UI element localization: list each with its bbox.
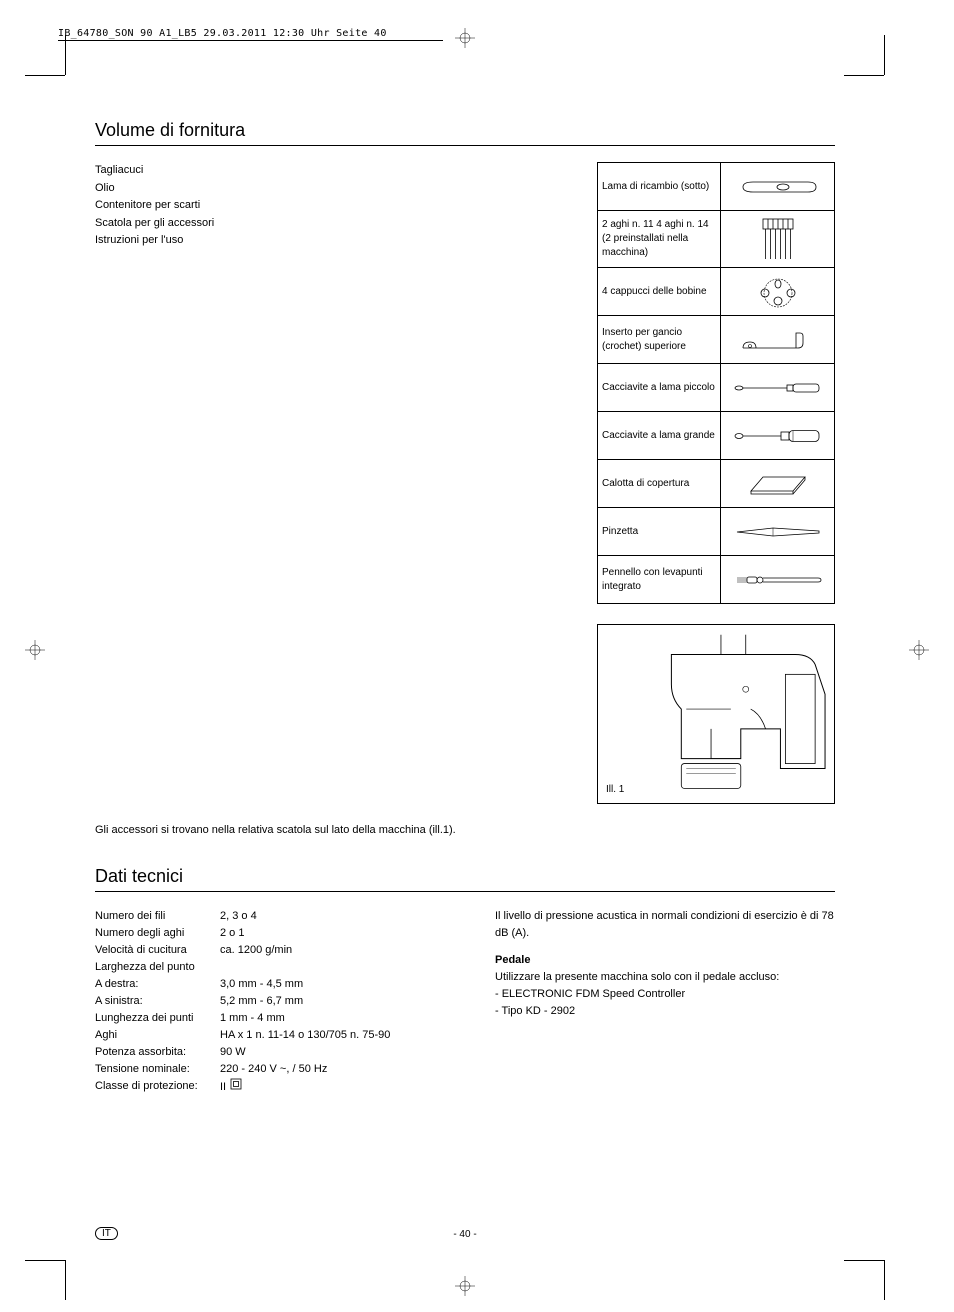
registration-mark-icon bbox=[455, 28, 475, 48]
acoustic-note: Il livello di pressione acustica in norm… bbox=[495, 908, 835, 942]
class-ii-icon bbox=[230, 1078, 242, 1096]
supply-item: Tagliacuci bbox=[95, 162, 577, 180]
pedal-line: - Tipo KD - 2902 bbox=[495, 1003, 835, 1020]
crop-mark bbox=[884, 35, 885, 75]
accessory-label: Pennello con levapunti integrato bbox=[598, 556, 721, 604]
accessory-label: Lama di ricambio (sotto) bbox=[598, 163, 721, 211]
accessory-icon-cell bbox=[721, 211, 835, 268]
tech-value: 90 W bbox=[220, 1044, 435, 1061]
brush-ripper-icon bbox=[733, 573, 823, 587]
tech-label: Classe di protezione: bbox=[95, 1078, 220, 1096]
illustration-label: Ill. 1 bbox=[606, 784, 624, 795]
cover-cap-icon bbox=[743, 469, 813, 499]
accessory-label: Cacciavite a lama grande bbox=[598, 412, 721, 460]
page-number: - 40 - bbox=[65, 1229, 865, 1240]
tech-label: Larghezza del punto bbox=[95, 959, 220, 976]
supply-item: Scatola per gli accessori bbox=[95, 215, 577, 233]
section-title-supply: Volume di fornitura bbox=[95, 120, 835, 146]
screwdriver-large-icon bbox=[733, 429, 823, 443]
tech-label: Numero dei fili bbox=[95, 908, 220, 925]
crop-mark bbox=[25, 75, 65, 76]
accessory-label: Calotta di copertura bbox=[598, 460, 721, 508]
tech-value: 220 - 240 V ~, / 50 Hz bbox=[220, 1061, 435, 1078]
tech-value: 2, 3 o 4 bbox=[220, 908, 435, 925]
tech-value bbox=[220, 959, 435, 976]
accessories-note: Gli accessori si trovano nella relativa … bbox=[95, 824, 835, 836]
accessory-icon-cell bbox=[721, 268, 835, 316]
tech-value: HA x 1 n. 11-14 o 130/705 n. 75-90 bbox=[220, 1027, 435, 1044]
tech-value: ca. 1200 g/min bbox=[220, 942, 435, 959]
accessory-icon-cell bbox=[721, 460, 835, 508]
needles-icon bbox=[758, 217, 798, 261]
accessory-icon-cell bbox=[721, 163, 835, 211]
accessory-icon-cell bbox=[721, 508, 835, 556]
table-row: Inserto per gancio (crochet) superiore bbox=[598, 316, 835, 364]
accessory-label: 4 cappucci delle bobine bbox=[598, 268, 721, 316]
registration-mark-icon bbox=[25, 640, 45, 660]
tech-value: 3,0 mm - 4,5 mm bbox=[220, 976, 435, 993]
looper-insert-icon bbox=[738, 328, 818, 352]
tech-label: A destra: bbox=[95, 976, 220, 993]
table-row: 4 cappucci delle bobine bbox=[598, 268, 835, 316]
tech-label: A sinistra: bbox=[95, 993, 220, 1010]
tweezers-icon bbox=[733, 526, 823, 538]
supply-item: Olio bbox=[95, 180, 577, 198]
tech-value: 1 mm - 4 mm bbox=[220, 1010, 435, 1027]
table-row: Calotta di copertura bbox=[598, 460, 835, 508]
tech-label: Lunghezza dei punti bbox=[95, 1010, 220, 1027]
pedal-title: Pedale bbox=[495, 952, 835, 969]
table-row: Cacciavite a lama grande bbox=[598, 412, 835, 460]
table-row: Pinzetta bbox=[598, 508, 835, 556]
pedal-line: Utilizzare la presente macchina solo con… bbox=[495, 969, 835, 986]
crop-mark bbox=[844, 1260, 884, 1261]
tech-label: Tensione nominale: bbox=[95, 1061, 220, 1078]
accessory-icon-cell bbox=[721, 364, 835, 412]
table-row: Lama di ricambio (sotto) bbox=[598, 163, 835, 211]
section-title-tech: Dati tecnici bbox=[95, 866, 835, 892]
supply-item: Istruzioni per l'uso bbox=[95, 232, 577, 250]
registration-mark-icon bbox=[455, 1276, 475, 1296]
blade-icon bbox=[738, 177, 818, 197]
registration-mark-icon bbox=[909, 640, 929, 660]
tech-label: Velocità di cucitura bbox=[95, 942, 220, 959]
tech-label: Potenza assorbita: bbox=[95, 1044, 220, 1061]
illustration-1: Ill. 1 bbox=[597, 624, 835, 804]
accessory-icon-cell bbox=[721, 556, 835, 604]
tech-value: 2 o 1 bbox=[220, 925, 435, 942]
crop-mark bbox=[65, 35, 66, 75]
accessory-label: 2 aghi n. 11 4 aghi n. 14 (2 preinstalla… bbox=[598, 211, 721, 268]
tech-value: 5,2 mm - 6,7 mm bbox=[220, 993, 435, 1010]
tech-label: Numero degli aghi bbox=[95, 925, 220, 942]
spool-caps-icon bbox=[743, 276, 813, 308]
table-row: Cacciavite a lama piccolo bbox=[598, 364, 835, 412]
pedal-line: - ELECTRONIC FDM Speed Controller bbox=[495, 986, 835, 1003]
screwdriver-small-icon bbox=[733, 382, 823, 394]
crop-mark bbox=[884, 1260, 885, 1300]
accessories-table: Lama di ricambio (sotto) 2 aghi n. 11 4 … bbox=[597, 162, 835, 604]
crop-mark bbox=[65, 1260, 66, 1300]
accessory-icon-cell bbox=[721, 316, 835, 364]
crop-mark bbox=[25, 1260, 65, 1261]
table-row: 2 aghi n. 11 4 aghi n. 14 (2 preinstalla… bbox=[598, 211, 835, 268]
accessory-label: Pinzetta bbox=[598, 508, 721, 556]
print-header-underline bbox=[58, 40, 443, 41]
print-header: IB_64780_SON 90 A1_LB5 29.03.2011 12:30 … bbox=[58, 28, 387, 39]
accessory-label: Inserto per gancio (crochet) superiore bbox=[598, 316, 721, 364]
supply-list: Tagliacuci Olio Contenitore per scarti S… bbox=[95, 162, 577, 804]
table-row: Pennello con levapunti integrato bbox=[598, 556, 835, 604]
tech-label: Aghi bbox=[95, 1027, 220, 1044]
accessory-label: Cacciavite a lama piccolo bbox=[598, 364, 721, 412]
tech-specs-list: Numero dei fili2, 3 o 4 Numero degli agh… bbox=[95, 908, 435, 1097]
supply-item: Contenitore per scarti bbox=[95, 197, 577, 215]
accessory-icon-cell bbox=[721, 412, 835, 460]
serger-machine-icon bbox=[602, 629, 830, 799]
language-badge: IT bbox=[95, 1227, 118, 1240]
page-content: Volume di fornitura Tagliacuci Olio Cont… bbox=[65, 75, 865, 1255]
tech-value: II bbox=[220, 1078, 435, 1096]
